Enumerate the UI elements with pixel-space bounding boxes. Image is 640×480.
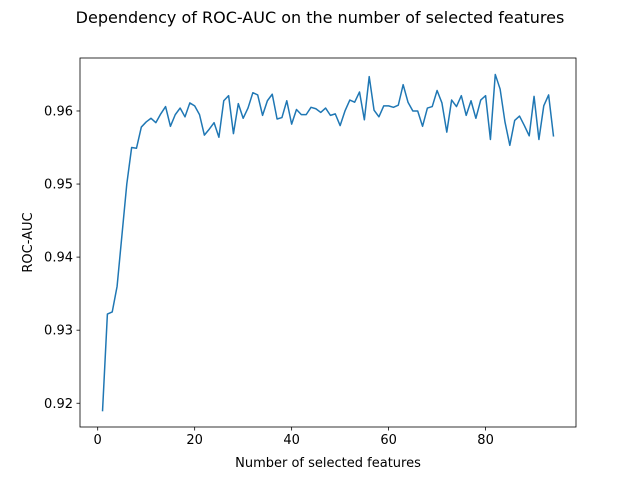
series-line [101, 73, 555, 412]
x-tick-label: 60 [380, 433, 397, 448]
axes: 0 20 40 60 80 0.92 0.93 0.94 0.95 0.96 [44, 57, 577, 448]
x-tick-label: 0 [94, 433, 102, 448]
x-axis-label: Number of selected features [235, 456, 421, 471]
x-tick-label: 20 [186, 433, 203, 448]
y-tick-label: 0.96 [44, 104, 73, 119]
plot-frame [79, 57, 577, 428]
y-tick-label: 0.93 [44, 324, 73, 339]
x-axis-ticks: 0 20 40 60 80 [94, 427, 494, 448]
plot-area [80, 58, 576, 427]
y-axis-ticks: 0.92 0.93 0.94 0.95 0.96 [44, 104, 80, 412]
y-tick-label: 0.94 [44, 251, 73, 266]
x-tick-label: 80 [477, 433, 494, 448]
y-tick-label: 0.92 [44, 397, 73, 412]
y-tick-label: 0.95 [44, 178, 73, 193]
y-axis-label: ROC-AUC [21, 212, 36, 272]
chart-title: Dependency of ROC-AUC on the number of s… [76, 8, 565, 27]
series-layer [101, 73, 555, 412]
x-tick-label: 40 [283, 433, 300, 448]
